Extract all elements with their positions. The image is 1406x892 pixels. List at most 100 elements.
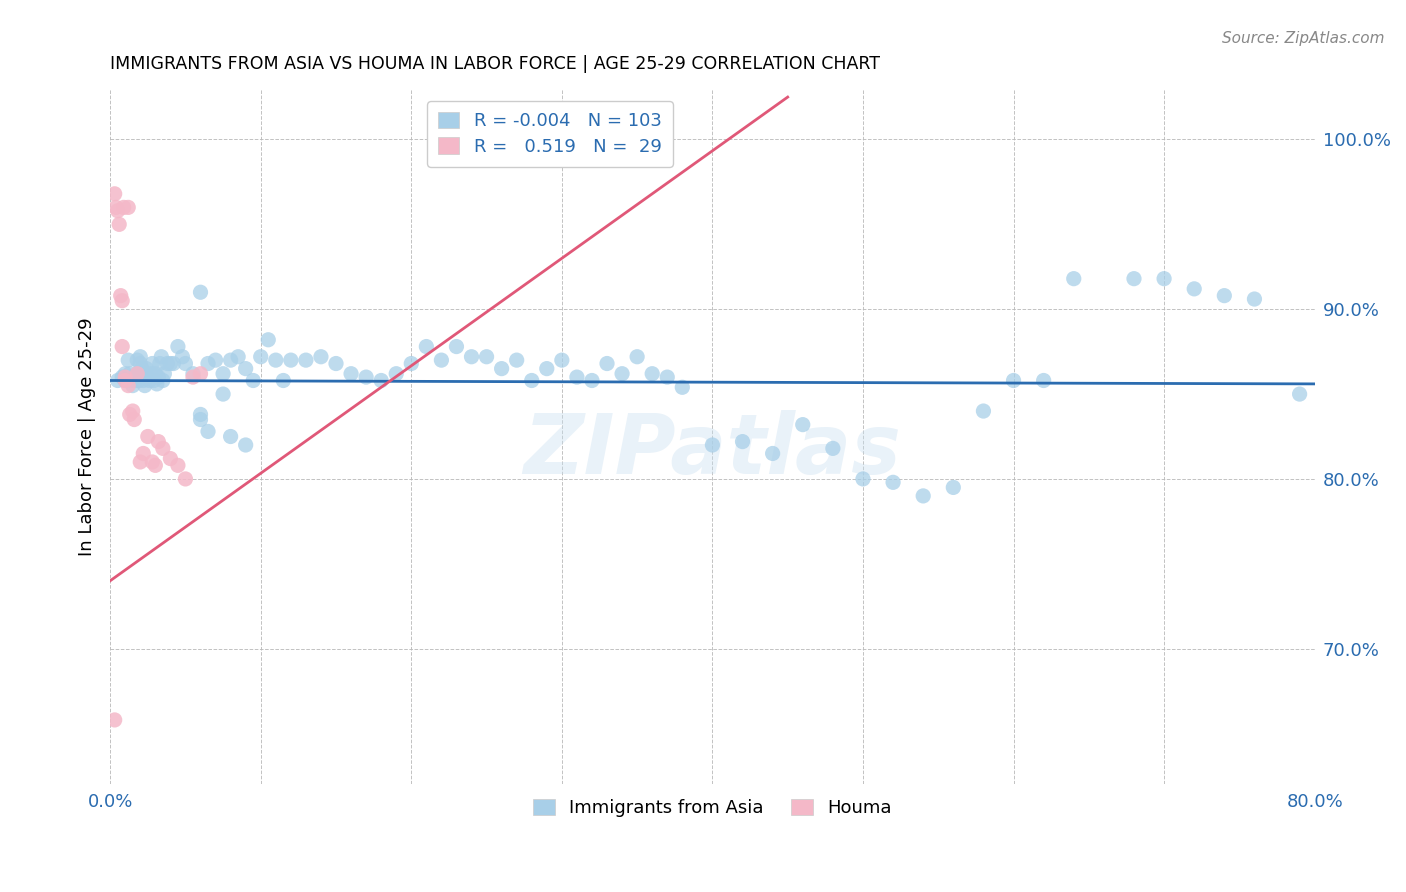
- Point: [139, 367, 162, 381]
- Text: ZIPatlas: ZIPatlas: [523, 410, 901, 491]
- Point: [136, 370, 159, 384]
- Point: [1063, 271, 1085, 285]
- Point: [460, 350, 482, 364]
- Point: [190, 285, 212, 300]
- Point: [271, 374, 294, 388]
- Point: [111, 293, 134, 308]
- Point: [132, 374, 155, 388]
- Point: [162, 357, 184, 371]
- Point: [129, 357, 152, 371]
- Point: [1243, 292, 1265, 306]
- Point: [105, 200, 128, 214]
- Point: [1002, 374, 1025, 388]
- Point: [1213, 288, 1236, 302]
- Point: [181, 370, 204, 384]
- Point: [212, 387, 235, 401]
- Point: [148, 370, 170, 384]
- Point: [136, 429, 159, 443]
- Point: [370, 374, 392, 388]
- Point: [167, 340, 190, 354]
- Point: [141, 455, 163, 469]
- Point: [138, 374, 160, 388]
- Point: [190, 408, 212, 422]
- Point: [242, 374, 264, 388]
- Point: [104, 713, 127, 727]
- Point: [159, 357, 181, 371]
- Point: [942, 480, 965, 494]
- Point: [125, 374, 148, 388]
- Point: [152, 374, 174, 388]
- Point: [141, 357, 163, 371]
- Point: [702, 438, 724, 452]
- Point: [117, 353, 139, 368]
- Point: [118, 408, 141, 422]
- Point: [114, 370, 136, 384]
- Point: [671, 380, 693, 394]
- Point: [121, 378, 143, 392]
- Point: [475, 350, 498, 364]
- Point: [129, 350, 152, 364]
- Point: [135, 361, 157, 376]
- Point: [110, 288, 132, 302]
- Point: [1182, 282, 1205, 296]
- Point: [280, 353, 302, 368]
- Point: [127, 353, 149, 368]
- Point: [174, 357, 197, 371]
- Point: [156, 357, 179, 371]
- Point: [112, 200, 135, 214]
- Point: [385, 367, 408, 381]
- Point: [565, 370, 588, 384]
- Point: [882, 475, 904, 490]
- Point: [249, 350, 271, 364]
- Point: [159, 451, 181, 466]
- Point: [325, 357, 347, 371]
- Point: [127, 367, 149, 381]
- Point: [143, 367, 166, 381]
- Point: [181, 367, 204, 381]
- Point: [520, 374, 543, 388]
- Point: [1153, 271, 1175, 285]
- Point: [295, 353, 318, 368]
- Point: [226, 350, 249, 364]
- Point: [148, 434, 170, 449]
- Point: [641, 367, 664, 381]
- Point: [197, 425, 219, 439]
- Point: [131, 361, 153, 376]
- Point: [219, 353, 242, 368]
- Point: [505, 353, 527, 368]
- Legend: Immigrants from Asia, Houma: Immigrants from Asia, Houma: [526, 791, 898, 824]
- Point: [430, 353, 453, 368]
- Point: [107, 203, 129, 218]
- Point: [340, 367, 363, 381]
- Point: [657, 370, 679, 384]
- Point: [129, 455, 152, 469]
- Point: [111, 340, 134, 354]
- Point: [150, 350, 173, 364]
- Point: [118, 367, 141, 381]
- Point: [762, 446, 785, 460]
- Point: [264, 353, 287, 368]
- Point: [149, 357, 172, 371]
- Point: [167, 458, 190, 473]
- Point: [821, 442, 844, 456]
- Point: [415, 340, 437, 354]
- Point: [134, 378, 156, 392]
- Point: [142, 374, 165, 388]
- Point: [132, 367, 155, 381]
- Point: [401, 357, 423, 371]
- Point: [1032, 374, 1054, 388]
- Point: [219, 429, 242, 443]
- Point: [143, 458, 166, 473]
- Point: [610, 367, 633, 381]
- Point: [114, 374, 136, 388]
- Point: [108, 218, 131, 232]
- Point: [107, 374, 129, 388]
- Point: [122, 412, 145, 426]
- Point: [204, 353, 226, 368]
- Point: [912, 489, 935, 503]
- Point: [1123, 271, 1146, 285]
- Point: [551, 353, 574, 368]
- Point: [197, 357, 219, 371]
- Point: [1288, 387, 1310, 401]
- Point: [122, 370, 145, 384]
